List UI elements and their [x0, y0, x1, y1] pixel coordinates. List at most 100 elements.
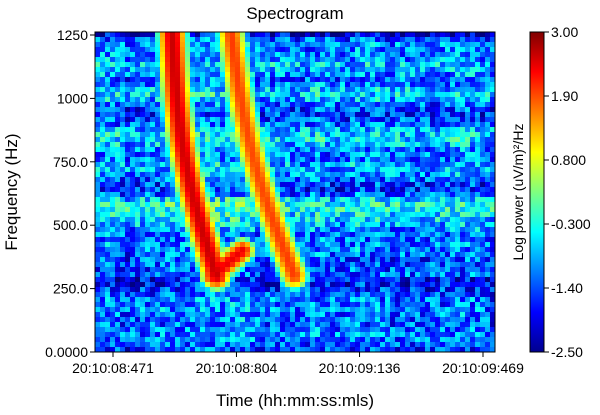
heatmap-cell [390, 187, 396, 193]
heatmap-cell [405, 242, 411, 248]
heatmap-cell [210, 177, 216, 183]
heatmap-cell [320, 67, 326, 73]
heatmap-cell [340, 222, 346, 228]
heatmap-cell [460, 52, 466, 58]
heatmap-cell [275, 222, 281, 228]
heatmap-cell [355, 232, 361, 238]
heatmap-cell [400, 132, 406, 138]
heatmap-cell [105, 342, 111, 348]
heatmap-cell [115, 107, 121, 113]
heatmap-cell [410, 212, 416, 218]
heatmap-cell [120, 327, 126, 333]
heatmap-cell [215, 152, 221, 158]
heatmap-cell [260, 197, 266, 203]
heatmap-cell [345, 117, 351, 123]
heatmap-cell [310, 77, 316, 83]
heatmap-cell [220, 252, 226, 258]
heatmap-cell [360, 172, 366, 178]
heatmap-cell [455, 262, 461, 268]
heatmap-cell [95, 232, 101, 238]
heatmap-cell [205, 132, 211, 138]
heatmap-cell [325, 142, 331, 148]
heatmap-cell [405, 297, 411, 303]
heatmap-cell [430, 47, 436, 53]
heatmap-cell [350, 47, 356, 53]
heatmap-cell [470, 72, 476, 78]
heatmap-cell [440, 42, 446, 48]
heatmap-cell [100, 292, 106, 298]
heatmap-cell [255, 182, 261, 188]
heatmap-cell [110, 257, 116, 263]
heatmap-cell [245, 117, 251, 123]
heatmap-cell [295, 327, 301, 333]
heatmap-cell [330, 142, 336, 148]
heatmap-cell [250, 172, 256, 178]
heatmap-cell [295, 122, 301, 128]
heatmap-cell [355, 282, 361, 288]
heatmap-cell [250, 137, 256, 143]
heatmap-cell [310, 332, 316, 338]
heatmap-cell [365, 177, 371, 183]
heatmap-cell [130, 67, 136, 73]
heatmap-cell [330, 252, 336, 258]
heatmap-cell [335, 147, 341, 153]
heatmap-cell [110, 262, 116, 268]
heatmap-cell [490, 157, 495, 163]
heatmap-cell [355, 222, 361, 228]
heatmap-cell [255, 52, 261, 58]
heatmap-cell [355, 337, 361, 343]
heatmap-cell [365, 92, 371, 98]
heatmap-cell [225, 72, 231, 78]
heatmap-cell [290, 337, 296, 343]
heatmap-cell [470, 157, 476, 163]
heatmap-cell [385, 212, 391, 218]
heatmap-cell [195, 177, 201, 183]
heatmap-cell [170, 177, 176, 183]
heatmap-cell [245, 267, 251, 273]
heatmap-cell [430, 177, 436, 183]
heatmap-cell [340, 102, 346, 108]
heatmap-cell [155, 122, 161, 128]
heatmap-cell [435, 72, 441, 78]
heatmap-cell [305, 297, 311, 303]
heatmap-cell [275, 262, 281, 268]
heatmap-cell [130, 132, 136, 138]
heatmap-cell [190, 137, 196, 143]
heatmap-cell [215, 317, 221, 323]
heatmap-cell [260, 37, 266, 43]
heatmap-cell [470, 147, 476, 153]
heatmap-cell [145, 157, 151, 163]
heatmap-cell [325, 247, 331, 253]
heatmap-cell [145, 167, 151, 173]
heatmap-cell [240, 297, 246, 303]
heatmap-cell [485, 92, 491, 98]
heatmap-cell [425, 292, 431, 298]
heatmap-cell [355, 312, 361, 318]
heatmap-cell [455, 32, 461, 38]
heatmap-cell [395, 52, 401, 58]
heatmap-cell [470, 167, 476, 173]
heatmap-cell [100, 47, 106, 53]
heatmap-cell [410, 337, 416, 343]
heatmap-cell [220, 332, 226, 338]
heatmap-cell [270, 192, 276, 198]
heatmap-cell [115, 152, 121, 158]
heatmap-cell [370, 257, 376, 263]
heatmap-cell [130, 337, 136, 343]
heatmap-cell [95, 142, 101, 148]
heatmap-cell [410, 167, 416, 173]
heatmap-cell [350, 42, 356, 48]
heatmap-cell [315, 252, 321, 258]
heatmap-cell [280, 217, 286, 223]
heatmap-cell [130, 217, 136, 223]
heatmap-cell [110, 72, 116, 78]
heatmap-cell [280, 147, 286, 153]
heatmap-cell [350, 102, 356, 108]
heatmap-cell [375, 327, 381, 333]
heatmap-cell [255, 257, 261, 263]
heatmap-cell [140, 257, 146, 263]
heatmap-cell [245, 77, 251, 83]
heatmap-cell [130, 317, 136, 323]
heatmap-cell [165, 102, 171, 108]
heatmap-cell [215, 272, 221, 278]
